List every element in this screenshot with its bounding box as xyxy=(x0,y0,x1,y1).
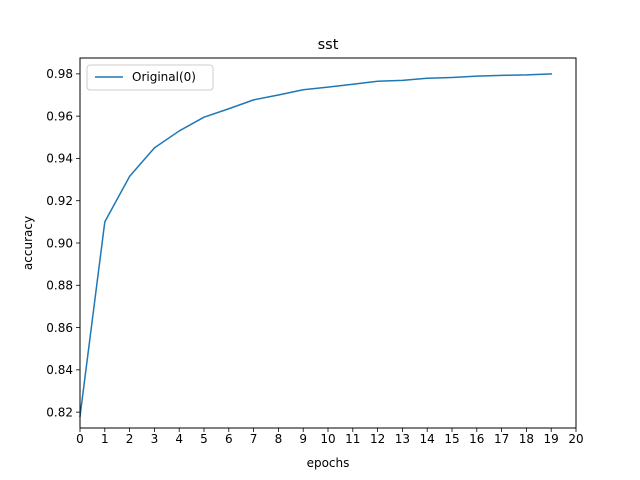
x-tick-label: 11 xyxy=(345,432,360,446)
x-tick-label: 15 xyxy=(444,432,459,446)
y-tick-label: 0.90 xyxy=(46,236,73,250)
x-tick-label: 5 xyxy=(200,432,208,446)
x-tick-label: 4 xyxy=(175,432,183,446)
series-line-0 xyxy=(79,73,552,418)
y-tick-label: 0.98 xyxy=(46,67,73,81)
x-tick-label: 6 xyxy=(225,432,233,446)
y-tick-label: 0.82 xyxy=(46,405,73,419)
x-tick-label: 9 xyxy=(299,432,307,446)
x-tick-label: 14 xyxy=(420,432,435,446)
y-tick-label: 0.86 xyxy=(46,321,73,335)
legend: Original(0) xyxy=(86,64,214,91)
y-tick-label: 0.94 xyxy=(46,152,73,166)
plot-frame xyxy=(79,57,577,429)
y-axis-ticks: 0.82 0.84 0.86 0.88 0.90 0.92 0.94 0.96 0.98 xyxy=(46,67,80,419)
legend-entry-label: Original(0) xyxy=(132,70,196,84)
x-tick-label: 7 xyxy=(250,432,258,446)
x-axis-ticks: 0 1 2 3 4 5 6 7 8 9 10 11 12 13 14 15 16 17 18 19 20 xyxy=(76,428,584,446)
y-axis-label: accuracy xyxy=(21,216,35,270)
x-tick-label: 10 xyxy=(320,432,335,446)
x-tick-label: 20 xyxy=(568,432,583,446)
y-tick-label: 0.96 xyxy=(46,109,73,123)
x-tick-label: 8 xyxy=(275,432,283,446)
x-tick-label: 1 xyxy=(101,432,109,446)
x-tick-label: 2 xyxy=(126,432,134,446)
plot-area xyxy=(80,58,576,428)
x-tick-label: 12 xyxy=(370,432,385,446)
y-tick-label: 0.92 xyxy=(46,194,73,208)
x-tick-label: 0 xyxy=(76,432,84,446)
x-axis-label: epochs xyxy=(307,456,350,470)
x-tick-label: 19 xyxy=(544,432,559,446)
x-tick-label: 17 xyxy=(494,432,509,446)
chart-title: sst xyxy=(318,37,339,53)
legend-box xyxy=(86,64,214,91)
x-tick-label: 3 xyxy=(151,432,159,446)
x-tick-label: 13 xyxy=(395,432,410,446)
x-tick-label: 18 xyxy=(519,432,534,446)
y-tick-label: 0.88 xyxy=(46,279,73,293)
series-group xyxy=(79,73,552,418)
y-tick-label: 0.84 xyxy=(46,363,73,377)
x-tick-label: 16 xyxy=(469,432,484,446)
